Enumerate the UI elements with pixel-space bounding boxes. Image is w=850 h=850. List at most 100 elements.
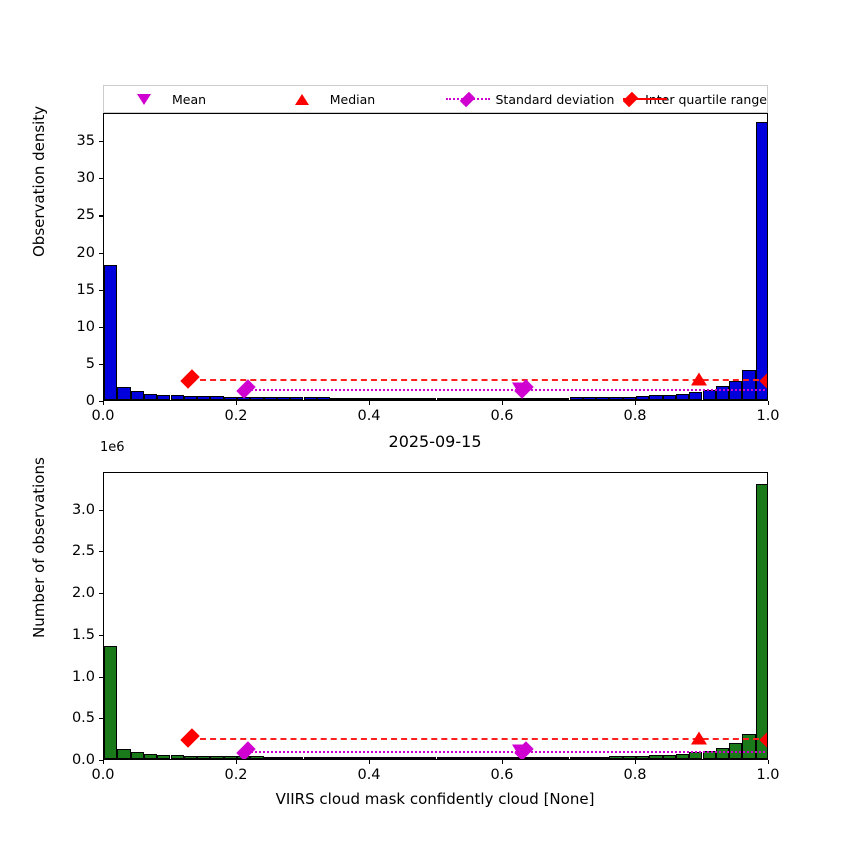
y-axis-tick <box>99 676 103 678</box>
histogram-bar <box>662 394 676 400</box>
legend-item-median: Median <box>270 86 436 112</box>
histogram-bar <box>542 397 557 400</box>
histogram-bar <box>316 397 331 400</box>
top-y-axis-label: Observation density <box>30 105 48 257</box>
std-marker-icon <box>445 91 490 107</box>
histogram-bar <box>596 397 610 400</box>
histogram-bar <box>489 397 503 400</box>
histogram-bar <box>263 756 277 759</box>
histogram-bar <box>649 755 663 759</box>
histogram-bar <box>223 756 237 759</box>
x-axis-tick-label: 1.0 <box>756 408 780 424</box>
x-axis-tick <box>369 760 371 764</box>
x-axis-tick-label: 0.0 <box>91 408 115 424</box>
histogram-bar <box>223 396 237 400</box>
histogram-bar <box>396 397 410 400</box>
x-axis-tick-label: 0.0 <box>91 767 115 783</box>
histogram-bar <box>383 757 397 759</box>
histogram-bar <box>582 397 597 400</box>
mean-marker <box>512 744 529 758</box>
histogram-bar <box>463 757 477 759</box>
x-axis-tick <box>635 760 637 764</box>
y-axis-tick-label: 1.5 <box>71 626 95 643</box>
histogram-bar <box>609 756 623 759</box>
histogram-bar <box>170 755 184 759</box>
histogram-bar <box>396 757 410 759</box>
histogram-bar <box>409 398 424 400</box>
y-axis-offset-exponent: 1e6 <box>100 440 125 455</box>
median-marker <box>691 731 708 745</box>
x-axis-label: VIIRS cloud mask confidently cloud [None… <box>275 790 595 808</box>
histogram-bar <box>463 398 477 400</box>
histogram-bar <box>529 397 543 400</box>
histogram-bar <box>662 754 676 759</box>
histogram-bar <box>210 756 224 759</box>
iqr-range-line <box>189 738 767 741</box>
histogram-bar <box>263 397 277 400</box>
x-axis-tick-label: 0.6 <box>490 767 514 783</box>
y-axis-tick <box>99 215 103 217</box>
histogram-bar <box>276 756 291 759</box>
histogram-bar <box>622 396 636 400</box>
histogram-bar <box>370 397 384 400</box>
x-axis-tick-label: 0.8 <box>623 408 647 424</box>
histogram-bar <box>503 757 517 759</box>
x-axis-tick <box>635 401 637 405</box>
histogram-bar <box>383 397 397 400</box>
histogram-bar <box>715 386 730 400</box>
y-axis-tick <box>99 141 103 143</box>
histogram-bar <box>290 397 304 400</box>
histogram-bar <box>675 753 690 759</box>
bottom-bars-container <box>104 473 767 759</box>
histogram-bar <box>542 757 557 759</box>
histogram-bar <box>316 756 331 759</box>
y-axis-tick <box>99 178 103 180</box>
y-axis-tick <box>99 593 103 595</box>
y-axis-tick <box>99 289 103 291</box>
legend-item-standard-deviation: Standard deviation <box>436 86 615 112</box>
histogram-bar <box>596 756 610 759</box>
iqr-range-line <box>189 378 767 381</box>
x-axis-tick <box>768 401 770 405</box>
histogram-bar <box>330 397 344 400</box>
histogram-bar <box>636 396 650 400</box>
histogram-bar <box>476 397 490 400</box>
legend-label-mean: Mean <box>172 91 207 107</box>
x-axis-tick-label: 0.8 <box>623 767 647 783</box>
x-axis-tick <box>236 760 238 764</box>
mean-marker <box>512 382 529 396</box>
legend-item-inter-quartile-range: Inter quartile range <box>615 86 767 112</box>
histogram-bar <box>276 397 291 400</box>
histogram-bar <box>183 395 198 400</box>
x-axis-tick <box>103 760 105 764</box>
histogram-bar <box>197 755 211 759</box>
histogram-bar <box>436 398 450 400</box>
histogram-bar <box>649 395 663 400</box>
histogram-bar <box>503 397 517 400</box>
histogram-bar <box>104 264 118 400</box>
y-axis-tick-label: 2.0 <box>71 585 95 602</box>
y-axis-tick-label: 35 <box>76 133 95 150</box>
y-axis-tick <box>99 718 103 720</box>
y-axis-tick <box>99 326 103 328</box>
histogram-bar <box>250 756 264 759</box>
histogram-bar <box>143 393 158 400</box>
iqr-marker-icon <box>622 91 667 107</box>
histogram-bar <box>489 757 503 759</box>
x-axis-tick <box>768 760 770 764</box>
histogram-bar <box>436 757 450 759</box>
histogram-bar <box>423 398 437 400</box>
histogram-bar <box>197 396 211 400</box>
y-axis-tick-label: 20 <box>76 244 95 261</box>
histogram-bar <box>130 391 144 400</box>
bottom-chart-plot-area <box>103 472 768 760</box>
x-axis-tick <box>369 401 371 405</box>
histogram-bar <box>715 747 730 759</box>
histogram-bar <box>130 751 144 759</box>
y-axis-tick <box>99 551 103 553</box>
x-axis-tick-label: 0.2 <box>224 408 248 424</box>
iqr-lower-marker <box>180 369 200 389</box>
histogram-bar <box>343 757 357 759</box>
y-axis-tick <box>99 634 103 636</box>
